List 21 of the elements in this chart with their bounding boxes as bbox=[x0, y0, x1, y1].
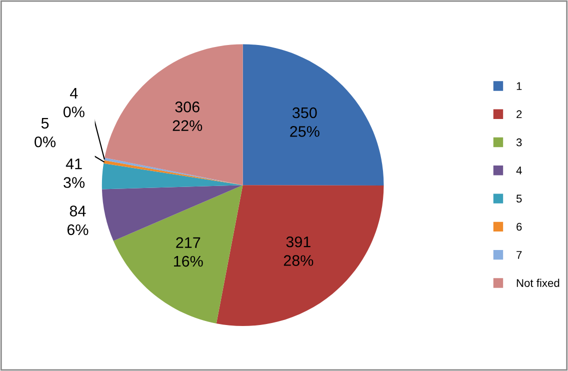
data-label: 84 6% bbox=[67, 206, 88, 236]
pie-slice bbox=[242, 44, 384, 186]
pie-slice bbox=[102, 163, 243, 190]
legend-label: Not fixed bbox=[516, 278, 560, 287]
legend-label: 3 bbox=[516, 138, 522, 146]
legend-label: 5 bbox=[516, 194, 522, 203]
legend-label: 7 bbox=[516, 251, 522, 259]
legend-label: 1 bbox=[516, 82, 522, 90]
legend-label: 6 bbox=[516, 222, 522, 231]
legend-label: 4 bbox=[516, 166, 522, 174]
pie-slice bbox=[104, 44, 243, 186]
data-label: 217 16% bbox=[174, 237, 203, 267]
pie-slice bbox=[113, 185, 243, 324]
data-label: 4 0% bbox=[63, 88, 84, 118]
data-label: 391 28% bbox=[284, 236, 314, 266]
legend-label: 2 bbox=[516, 110, 522, 118]
data-label: 5 0% bbox=[34, 118, 56, 148]
data-label: 306 22% bbox=[172, 102, 202, 131]
pie-slice bbox=[216, 185, 384, 326]
data-label: 350 25% bbox=[290, 107, 320, 137]
data-label: 41 3% bbox=[64, 158, 85, 188]
